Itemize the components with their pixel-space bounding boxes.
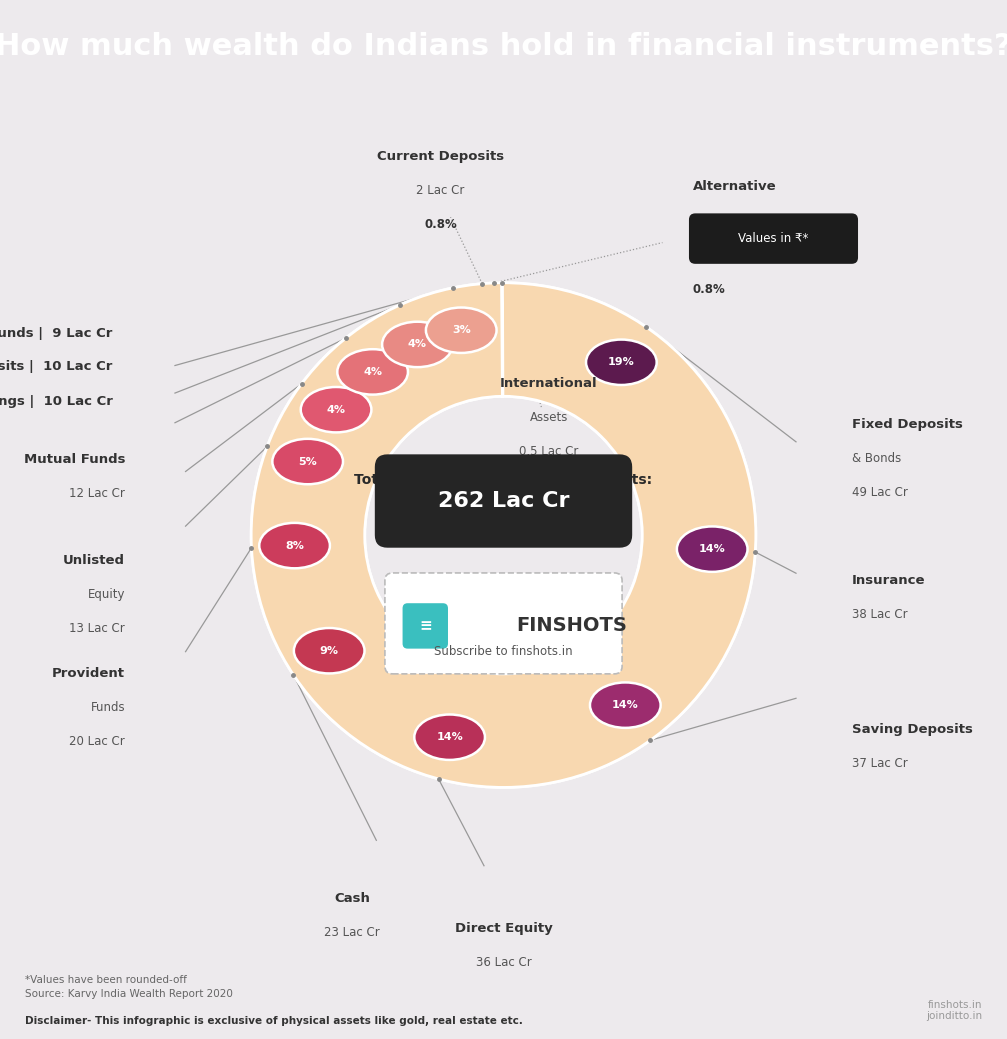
Text: Fixed Deposits: Fixed Deposits	[852, 418, 963, 430]
Text: 0.8%: 0.8%	[424, 218, 457, 232]
Text: 0.5 Lac Cr: 0.5 Lac Cr	[520, 446, 579, 458]
Text: 37 Lac Cr: 37 Lac Cr	[852, 757, 907, 770]
Text: Disclaimer- This infographic is exclusive of physical assets like gold, real est: Disclaimer- This infographic is exclusiv…	[25, 1016, 523, 1027]
Text: FINSHOTS: FINSHOTS	[517, 616, 627, 636]
Text: Insurance: Insurance	[852, 574, 925, 587]
Text: 0.2%: 0.2%	[533, 479, 565, 492]
Text: 38 Lac Cr: 38 Lac Cr	[852, 608, 907, 621]
Wedge shape	[431, 285, 487, 402]
Text: finshots.in
joinditto.in: finshots.in joinditto.in	[925, 1000, 982, 1021]
Text: Assets: Assets	[530, 411, 568, 424]
Wedge shape	[263, 578, 413, 726]
Text: How much wealth do Indians hold in financial instruments?: How much wealth do Indians hold in finan…	[0, 32, 1007, 61]
Text: 4%: 4%	[364, 367, 382, 377]
Text: Subscribe to finshots.in: Subscribe to finshots.in	[434, 644, 573, 658]
FancyBboxPatch shape	[689, 213, 858, 264]
Text: 262 Lac Cr: 262 Lac Cr	[438, 491, 569, 511]
Text: *Values have been rounded-off: *Values have been rounded-off	[25, 975, 187, 985]
Text: NRI Deposits |  10 Lac Cr: NRI Deposits | 10 Lac Cr	[0, 359, 113, 373]
Text: 14%: 14%	[436, 732, 463, 742]
Wedge shape	[625, 445, 756, 657]
Text: Source: Karvy India Wealth Report 2020: Source: Karvy India Wealth Report 2020	[25, 989, 233, 1000]
Text: 4%: 4%	[326, 405, 345, 415]
Text: 9%: 9%	[319, 645, 338, 656]
Wedge shape	[257, 412, 383, 506]
Ellipse shape	[590, 683, 661, 728]
Wedge shape	[251, 486, 371, 608]
Wedge shape	[530, 604, 723, 783]
Text: Investments: Investments	[693, 214, 766, 228]
Text: 8%: 8%	[285, 540, 304, 551]
Text: Cash: Cash	[334, 891, 370, 905]
FancyBboxPatch shape	[375, 454, 632, 548]
Text: Unlisted: Unlisted	[63, 554, 125, 567]
Text: 20 Lac Cr: 20 Lac Cr	[69, 736, 125, 748]
Wedge shape	[342, 642, 547, 788]
Text: 5%: 5%	[298, 456, 317, 467]
Text: 3%: 3%	[452, 325, 470, 336]
Text: 36 Lac Cr: 36 Lac Cr	[475, 956, 532, 969]
Text: Current Deposits: Current Deposits	[377, 150, 504, 163]
Text: & Bonds: & Bonds	[852, 452, 901, 464]
Text: 49 Lac Cr: 49 Lac Cr	[852, 485, 907, 499]
Text: 4%: 4%	[408, 340, 427, 349]
Wedge shape	[251, 283, 756, 788]
Wedge shape	[505, 283, 738, 483]
FancyBboxPatch shape	[385, 572, 622, 674]
Text: Saving Deposits: Saving Deposits	[852, 723, 973, 736]
Ellipse shape	[294, 628, 365, 673]
Ellipse shape	[259, 523, 330, 568]
Ellipse shape	[382, 322, 453, 367]
Ellipse shape	[414, 715, 485, 760]
Ellipse shape	[272, 438, 343, 484]
Text: 23 Lac Cr: 23 Lac Cr	[324, 926, 380, 939]
Ellipse shape	[677, 527, 747, 571]
Text: 14%: 14%	[699, 544, 726, 554]
Text: Values in ₹*: Values in ₹*	[738, 232, 809, 245]
Text: 19%: 19%	[608, 357, 634, 367]
Text: 14%: 14%	[612, 700, 638, 710]
Wedge shape	[478, 284, 494, 397]
Wedge shape	[374, 294, 462, 417]
Text: 0.8%: 0.8%	[693, 283, 725, 295]
Ellipse shape	[586, 340, 657, 385]
Text: Pension Funds |  9 Lac Cr: Pension Funds | 9 Lac Cr	[0, 326, 113, 340]
Text: Total Wealth in Financial Instruments:: Total Wealth in Financial Instruments:	[354, 473, 653, 486]
Ellipse shape	[426, 308, 496, 353]
Text: Small Savings |  10 Lac Cr: Small Savings | 10 Lac Cr	[0, 395, 113, 408]
Text: Funds: Funds	[91, 701, 125, 715]
Text: Direct Equity: Direct Equity	[454, 923, 553, 935]
Text: Mutual Funds: Mutual Funds	[23, 453, 125, 465]
Wedge shape	[323, 321, 430, 437]
Text: Equity: Equity	[88, 588, 125, 601]
Text: Alternative: Alternative	[693, 181, 776, 193]
FancyBboxPatch shape	[403, 604, 448, 648]
Wedge shape	[490, 283, 500, 397]
Text: 13 Lac Cr: 13 Lac Cr	[69, 622, 125, 635]
Ellipse shape	[301, 387, 372, 432]
Text: 2 Lac Cr: 2 Lac Cr	[416, 184, 464, 197]
Text: 2 Lac Cr: 2 Lac Cr	[693, 248, 741, 262]
Text: International: International	[500, 377, 598, 391]
Wedge shape	[285, 362, 403, 465]
Text: ≡: ≡	[419, 618, 432, 634]
Text: 12 Lac Cr: 12 Lac Cr	[69, 487, 125, 500]
Ellipse shape	[337, 349, 408, 395]
Text: Provident: Provident	[52, 667, 125, 681]
